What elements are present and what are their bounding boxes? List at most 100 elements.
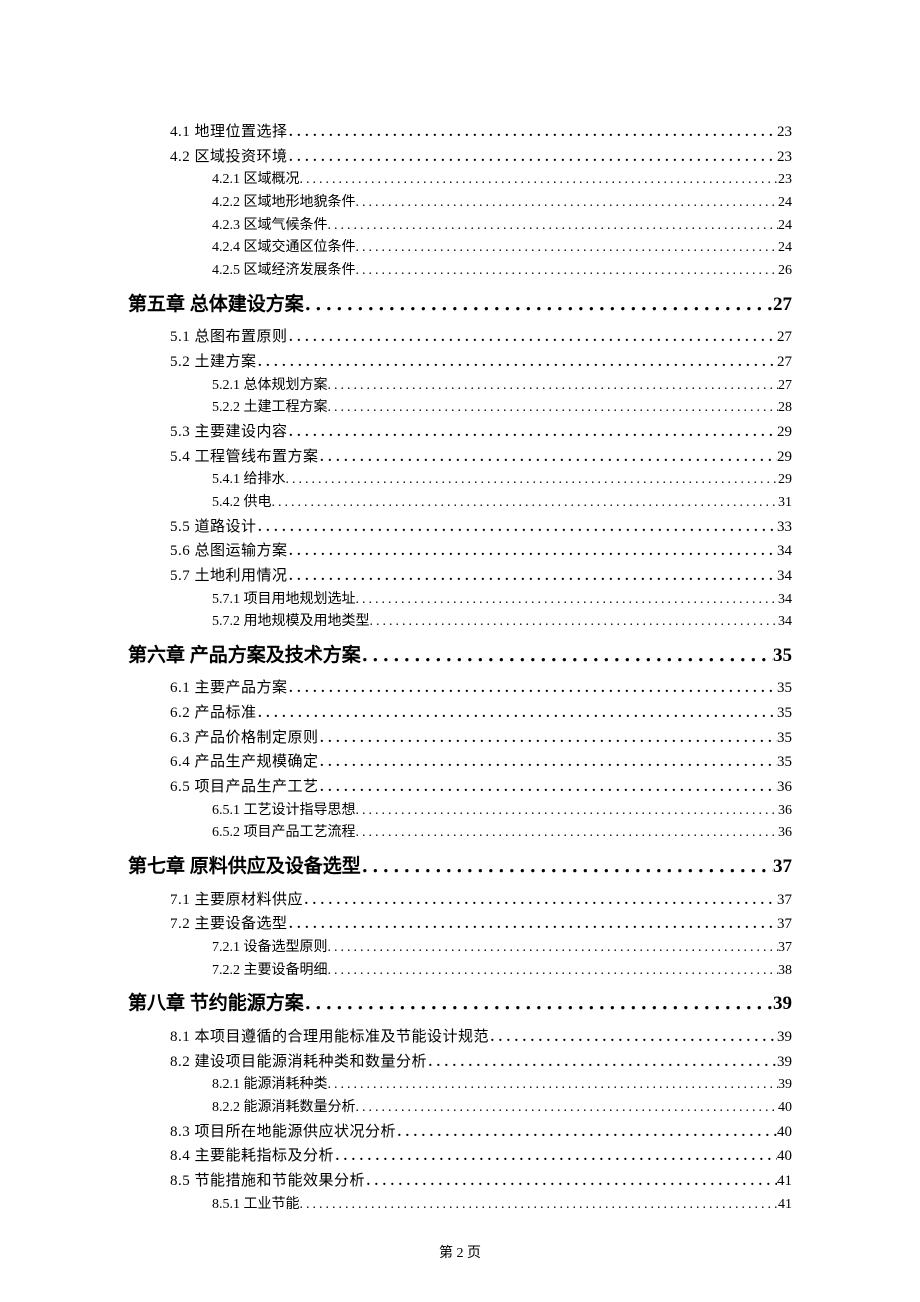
toc-label: 8.2 建设项目能源消耗种类和数量分析 [170, 1050, 427, 1074]
toc-entry: 6.5.2 项目产品工艺流程 36 [128, 822, 792, 845]
toc-page-number: 24 [778, 192, 792, 215]
toc-entry: 5.7.1 项目用地规划选址34 [128, 589, 792, 612]
toc-entry: 6.2 产品标准35 [128, 701, 792, 726]
toc-label: 5.7 土地利用情况 [170, 564, 288, 588]
toc-page-number: 29 [778, 469, 792, 492]
toc-entry: 8.5.1 工业节能41 [128, 1194, 792, 1217]
toc-label: 6.4 产品生产规模确定 [170, 750, 319, 774]
toc-entry: 8.1 本项目遵循的合理用能标准及节能设计规范39 [128, 1025, 792, 1050]
toc-leader-dots [319, 750, 777, 775]
toc-page-number: 23 [777, 145, 792, 169]
toc-page-number: 23 [777, 120, 792, 144]
toc-entry: 第五章 总体建设方案27 [128, 291, 792, 320]
toc-label: 6.3 产品价格制定原则 [170, 726, 319, 750]
toc-page-number: 27 [773, 291, 792, 320]
toc-leader-dots [365, 1169, 777, 1194]
toc-leader-dots [356, 260, 779, 283]
toc-label: 6.5.1 工艺设计指导思想 [212, 800, 356, 823]
toc-label: 8.4 主要能耗指标及分析 [170, 1144, 334, 1168]
toc-leader-dots [328, 937, 779, 960]
toc-page-number: 36 [778, 822, 792, 845]
toc-leader-dots [356, 589, 779, 612]
toc-page-number: 41 [777, 1169, 792, 1193]
toc-entry: 7.2.2 主要设备明细 38 [128, 960, 792, 983]
toc-page-number: 33 [777, 515, 792, 539]
toc-leader-dots [356, 1097, 779, 1120]
toc-page-number: 34 [778, 611, 792, 634]
toc-page-number: 34 [777, 539, 792, 563]
toc-leader-dots [288, 145, 777, 170]
toc-label: 5.1 总图布置原则 [170, 325, 288, 349]
toc-leader-dots [427, 1050, 777, 1075]
toc-entry: 第八章 节约能源方案39 [128, 990, 792, 1019]
toc-label: 6.1 主要产品方案 [170, 676, 288, 700]
toc-entry: 5.2.2 土建工程方案28 [128, 397, 792, 420]
toc-leader-dots [300, 1194, 779, 1217]
toc-leader-dots [319, 775, 777, 800]
toc-leader-dots [288, 912, 777, 937]
toc-label: 5.4.2 供电 [212, 492, 272, 515]
toc-page-number: 38 [778, 960, 792, 983]
toc-label: 第七章 原料供应及设备选型 [128, 853, 361, 882]
toc-entry: 8.2.2 能源消耗数量分析40 [128, 1097, 792, 1120]
toc-label: 5.3 主要建设内容 [170, 420, 288, 444]
toc-entry: 4.2.1 区域概况23 [128, 169, 792, 192]
toc-page-number: 41 [778, 1194, 792, 1217]
toc-leader-dots [286, 469, 779, 492]
toc-label: 8.2.1 能源消耗种类 [212, 1074, 328, 1097]
toc-entry: 5.2.1 总体规划方案27 [128, 375, 792, 398]
toc-label: 5.6 总图运输方案 [170, 539, 288, 563]
toc-page-number: 27 [777, 325, 792, 349]
toc-entry: 4.2.2 区域地形地貌条件24 [128, 192, 792, 215]
toc-page-number: 39 [777, 1025, 792, 1049]
toc-leader-dots [328, 215, 779, 238]
toc-page-number: 36 [777, 775, 792, 799]
toc-entry: 5.4 工程管线布置方案29 [128, 445, 792, 470]
toc-container: 4.1 地理位置选择234.2 区域投资环境234.2.1 区域概况234.2.… [0, 0, 920, 1216]
toc-leader-dots [356, 192, 779, 215]
toc-entry: 4.2.4 区域交通区位条件24 [128, 237, 792, 260]
toc-page-number: 35 [777, 676, 792, 700]
toc-leader-dots [257, 701, 777, 726]
toc-page-number: 26 [778, 260, 792, 283]
toc-page-number: 35 [777, 750, 792, 774]
toc-label: 4.1 地理位置选择 [170, 120, 288, 144]
toc-leader-dots [319, 445, 777, 470]
toc-label: 4.2.4 区域交通区位条件 [212, 237, 356, 260]
toc-entry: 第六章 产品方案及技术方案35 [128, 642, 792, 671]
toc-leader-dots [300, 169, 779, 192]
toc-label: 5.7.1 项目用地规划选址 [212, 589, 356, 612]
toc-page-number: 28 [778, 397, 792, 420]
toc-entry: 4.1 地理位置选择 23 [128, 120, 792, 145]
toc-label: 6.5.2 项目产品工艺流程 [212, 822, 356, 845]
toc-entry: 4.2.5 区域经济发展条件26 [128, 260, 792, 283]
toc-leader-dots [304, 291, 773, 320]
toc-page-number: 39 [778, 1074, 792, 1097]
toc-leader-dots [328, 397, 779, 420]
toc-page-number: 39 [777, 1050, 792, 1074]
toc-leader-dots [288, 564, 777, 589]
toc-label: 5.5 道路设计 [170, 515, 257, 539]
toc-leader-dots [288, 420, 777, 445]
toc-leader-dots [356, 237, 779, 260]
toc-page-number: 37 [777, 888, 792, 912]
toc-entry: 5.1 总图布置原则 27 [128, 325, 792, 350]
toc-entry: 7.2 主要设备选型37 [128, 912, 792, 937]
toc-page-number: 24 [778, 215, 792, 238]
toc-entry: 4.2.3 区域气候条件24 [128, 215, 792, 238]
toc-label: 4.2.1 区域概况 [212, 169, 300, 192]
toc-entry: 8.2.1 能源消耗种类 39 [128, 1074, 792, 1097]
toc-label: 7.2.2 主要设备明细 [212, 960, 328, 983]
toc-leader-dots [288, 325, 777, 350]
toc-leader-dots [288, 676, 777, 701]
toc-page-number: 40 [777, 1144, 792, 1168]
toc-page-number: 39 [773, 990, 792, 1019]
toc-leader-dots [272, 492, 779, 515]
toc-page-number: 27 [778, 375, 792, 398]
toc-entry: 6.5.1 工艺设计指导思想36 [128, 800, 792, 823]
toc-leader-dots [489, 1025, 777, 1050]
toc-page-number: 27 [777, 350, 792, 374]
toc-page-number: 35 [777, 701, 792, 725]
toc-label: 5.4 工程管线布置方案 [170, 445, 319, 469]
toc-entry: 5.6 总图运输方案 34 [128, 539, 792, 564]
